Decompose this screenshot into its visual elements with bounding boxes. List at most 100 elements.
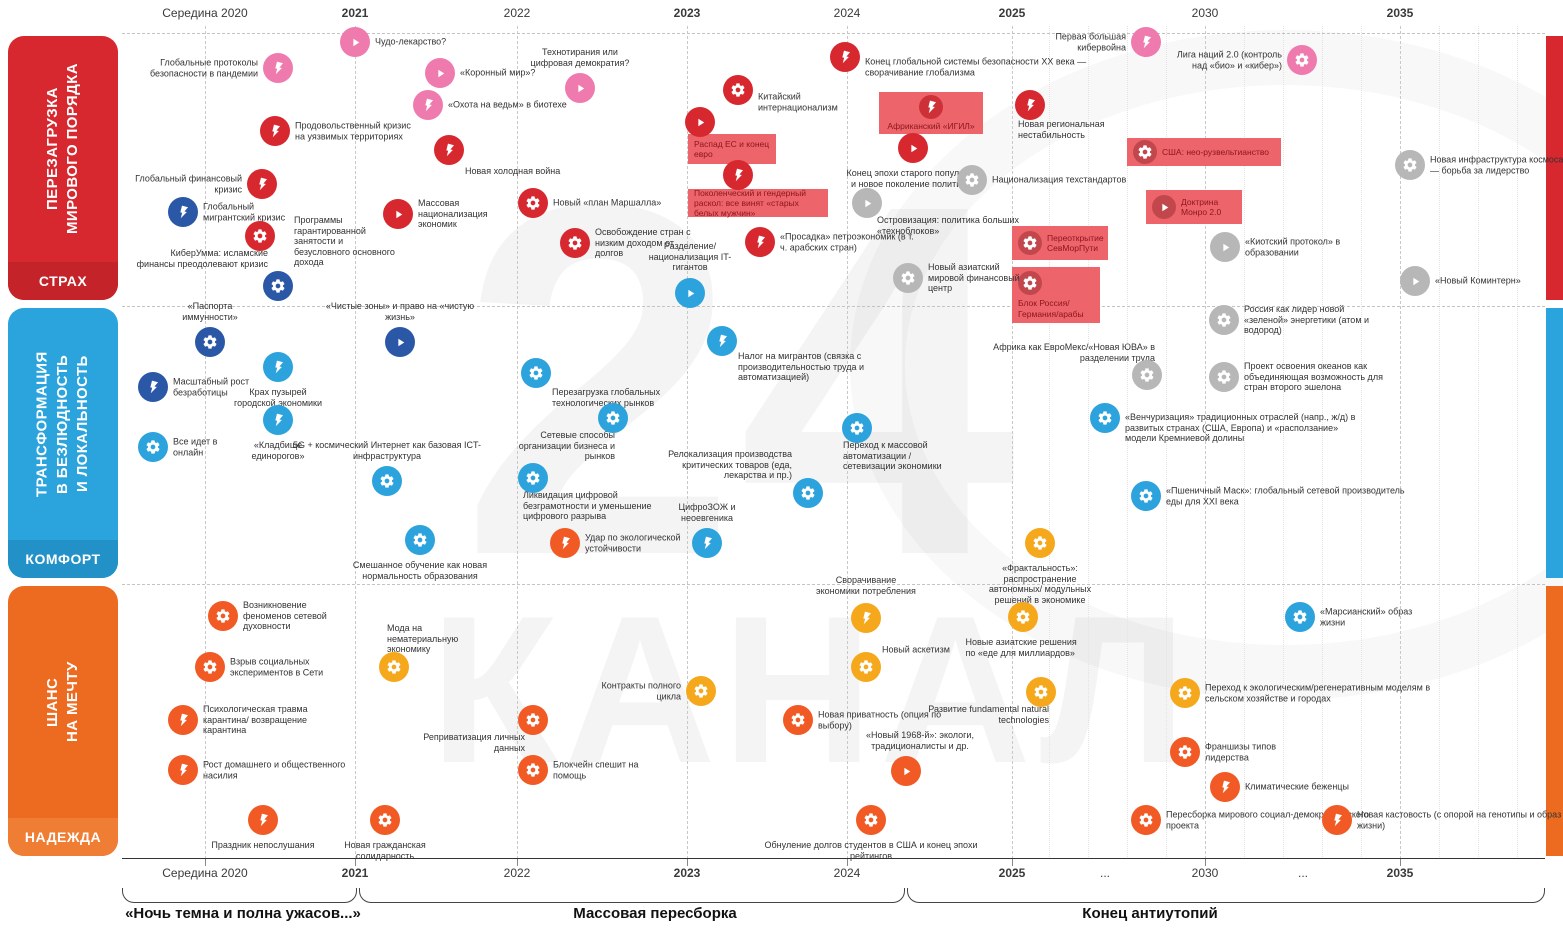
gridline-minor — [1049, 26, 1050, 859]
lightning-icon — [830, 42, 860, 72]
event-box-label: Распад ЕС и конец евро — [694, 138, 770, 159]
gridline-major — [355, 26, 356, 859]
event-label: «Венчуризация» традиционных отраслей (на… — [1125, 412, 1356, 444]
play-icon — [685, 107, 715, 137]
band-tag: СТРАХ — [8, 262, 118, 300]
gridline-minor — [1166, 26, 1167, 859]
gear-icon — [518, 463, 548, 493]
event-label: Первая большая кибервойна — [1055, 31, 1126, 52]
gridline-major — [1012, 26, 1013, 859]
event-label: «Новый 1968-й»: экологи, традиционалисты… — [866, 729, 974, 751]
band-tag: КОМФОРТ — [8, 540, 118, 578]
event-label: Новая региональная нестабильность — [1018, 119, 1105, 140]
event-label: Новый азиатский мировой финансовый центр — [928, 262, 1020, 294]
band-title: ШАНС НА МЕЧТУ — [43, 661, 81, 743]
lightning-icon — [434, 135, 464, 165]
event-label: ЦифроЗОЖ и неоевгеника — [678, 501, 736, 523]
gridline-minor — [1127, 26, 1128, 859]
gridline-minor — [1361, 26, 1362, 859]
event-label: Новая приватность (опция по выбору) — [818, 709, 942, 730]
event-label: Чудо-лекарство? — [375, 36, 447, 47]
event-label: Пересборка мирового социал-демократическ… — [1166, 809, 1370, 830]
play-icon — [565, 73, 595, 103]
gear-icon — [521, 358, 551, 388]
band-tag: НАДЕЖДА — [8, 818, 118, 856]
event-label: Новая кастовость (с опорой на генотипы и… — [1357, 809, 1562, 830]
band-block-0: ПЕРЕЗАГРУЗКА МИРОВОГО ПОРЯДКА СТРАХ — [8, 36, 118, 300]
play-icon — [891, 756, 921, 786]
gridline-minor — [1322, 26, 1323, 859]
year-label-bottom: 2022 — [503, 866, 531, 880]
lightning-icon — [851, 603, 881, 633]
event-label: Франшизы типов лидерства — [1205, 741, 1276, 762]
event-label: «Марсианский» образ жизни — [1320, 606, 1413, 627]
gear-icon — [686, 676, 716, 706]
gear-icon — [1132, 360, 1162, 390]
lightning-icon — [1015, 90, 1045, 120]
gear-icon — [1131, 481, 1161, 511]
event-label: Взрыв социальных экспериментов в Сети — [230, 656, 324, 677]
event-box-label: Доктрина Монро 2.0 — [1181, 196, 1222, 217]
gridline-major — [847, 26, 848, 859]
event-label: Ликвидация цифровой безграмотности и уме… — [523, 490, 652, 522]
play-icon — [1152, 195, 1176, 219]
event-label: Психологическая травма карантина/ возвра… — [203, 704, 308, 736]
year-label-bottom: Середина 2020 — [162, 866, 248, 880]
event-label: Новый аскетизм — [882, 644, 950, 655]
gear-icon — [405, 525, 435, 555]
event-highlight-box: Поколенческий и гендерный раскол: все ви… — [688, 187, 828, 219]
event-box-label: Переоткрытие СевМорПути — [1047, 232, 1104, 253]
event-label: Масштабный рост безработицы — [173, 376, 250, 397]
event-label: «Просадка» петроэкономик (в т. ч. арабск… — [780, 231, 914, 252]
year-label-bottom: 2030 — [1191, 866, 1219, 880]
band-block-2: ШАНС НА МЕЧТУ НАДЕЖДА — [8, 586, 118, 856]
event-label: Программы гарантированной занятости и бе… — [294, 214, 395, 268]
event-label: 5G + космический Интернет как базовая IC… — [293, 439, 481, 461]
event-label: «Пшеничный Маск»: глобальный сетевой про… — [1166, 485, 1405, 506]
gear-icon — [379, 652, 409, 682]
year-label-bottom: 2021 — [341, 866, 369, 880]
lightning-icon — [260, 116, 290, 146]
gear-icon — [1209, 362, 1239, 392]
event-box-label: Поколенческий и гендерный раскол: все ви… — [694, 187, 806, 219]
year-label-top: 2030 — [1191, 6, 1219, 20]
lightning-icon — [1210, 772, 1240, 802]
event-label: Проект освоения океанов как объединяющая… — [1244, 361, 1383, 393]
axis-tick — [847, 859, 848, 866]
event-label: «Чистые зоны» и право на «чистую жизнь» — [325, 300, 475, 322]
event-label: Массовая национализация экономик — [418, 198, 488, 230]
gear-icon — [856, 805, 886, 835]
event-label: Крах пузырей городской экономики — [233, 387, 323, 408]
event-label: Налог на мигрантов (связка с производите… — [738, 351, 865, 383]
event-label: Обнуление долгов студентов в США и конец… — [764, 840, 978, 861]
play-icon — [340, 27, 370, 57]
play-icon — [1400, 266, 1430, 296]
band-strip-1 — [1546, 308, 1563, 578]
event-label: Африка как ЕвроМекс/«Новая ЮВА» в раздел… — [993, 341, 1155, 363]
lightning-icon — [1322, 805, 1352, 835]
gear-icon — [263, 271, 293, 301]
event-label: Глобальный финансовый кризис — [135, 173, 242, 194]
band-strip-0 — [1546, 36, 1563, 300]
event-label: Конец глобальной системы безопасности XX… — [865, 56, 1087, 77]
gear-icon — [370, 805, 400, 835]
gear-icon — [560, 228, 590, 258]
axis-tick — [205, 859, 206, 866]
year-label-top: 2035 — [1386, 6, 1414, 20]
phase-brace — [907, 888, 1545, 903]
gear-icon — [518, 755, 548, 785]
lightning-icon — [247, 169, 277, 199]
event-label: Новая холодная война — [465, 166, 561, 176]
event-label: Рост домашнего и общественного насилия — [203, 759, 346, 780]
lightning-icon — [745, 227, 775, 257]
lightning-icon — [919, 95, 943, 119]
gridline-minor — [1478, 26, 1479, 859]
event-label: Новый «план Маршалла» — [553, 197, 662, 208]
event-label: Технотирания или цифровая демократия? — [530, 46, 630, 68]
year-label-top: 2023 — [673, 6, 701, 20]
gridline-major — [687, 26, 688, 859]
gear-icon — [518, 188, 548, 218]
play-icon — [675, 278, 705, 308]
gear-icon — [1018, 231, 1042, 255]
play-icon — [383, 199, 413, 229]
